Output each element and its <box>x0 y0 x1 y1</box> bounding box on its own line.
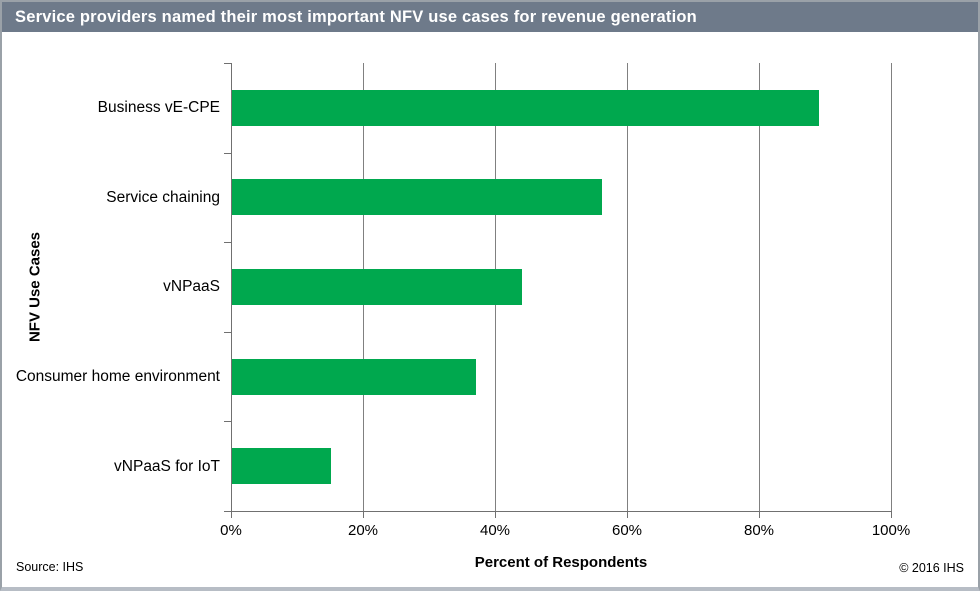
gridline-60 <box>627 63 628 511</box>
y-axis-line <box>231 63 232 512</box>
bar-vnpaas <box>232 269 523 305</box>
y-axis-tick-4 <box>224 421 231 423</box>
x-tick-label-40: 40% <box>479 522 511 539</box>
y-axis-tick-2 <box>224 242 231 244</box>
x-axis-title: Percent of Respondents <box>474 554 648 571</box>
category-label: Service chaining <box>106 188 220 206</box>
x-axis-tick-40 <box>495 512 496 518</box>
x-axis-tick-20 <box>363 512 364 518</box>
gridline-100 <box>891 63 892 511</box>
x-tick-label-80: 80% <box>743 522 775 539</box>
source-note: Source: IHS <box>16 560 84 574</box>
chart-title: Service providers named their most impor… <box>15 7 697 26</box>
bar-service-chaining <box>232 179 602 216</box>
y-axis-tick-0 <box>224 63 231 64</box>
category-label: Business vE-CPE <box>97 99 220 117</box>
bar-consumer-home-environment <box>232 358 477 395</box>
x-axis-tick-80 <box>759 512 760 518</box>
x-axis-tick-0 <box>231 512 232 518</box>
x-tick-label-0: 0% <box>220 522 242 539</box>
x-axis-tick-100 <box>891 512 892 518</box>
x-tick-label-100: 100% <box>871 522 911 539</box>
copyright-note: © 2016 IHS <box>899 561 964 575</box>
y-axis-tick-1 <box>224 152 231 154</box>
x-tick-label-60: 60% <box>611 522 643 539</box>
x-axis-line <box>231 511 892 512</box>
y-axis-tick-3 <box>224 331 231 333</box>
y-axis-title: NFV Use Cases <box>26 231 44 343</box>
category-label: Consumer home environment <box>15 368 220 386</box>
bar-business-ve-cpe <box>232 89 820 126</box>
bar-vnpaas-for-iot <box>232 448 331 485</box>
chart-title-bar: Service providers named their most impor… <box>2 2 978 32</box>
y-axis-tick-5 <box>224 511 231 512</box>
category-label: vNPaaS <box>163 278 220 296</box>
category-label: vNPaaS for IoT <box>114 457 220 475</box>
gridline-80 <box>759 63 760 511</box>
x-tick-label-20: 20% <box>347 522 379 539</box>
x-axis-tick-60 <box>627 512 628 518</box>
